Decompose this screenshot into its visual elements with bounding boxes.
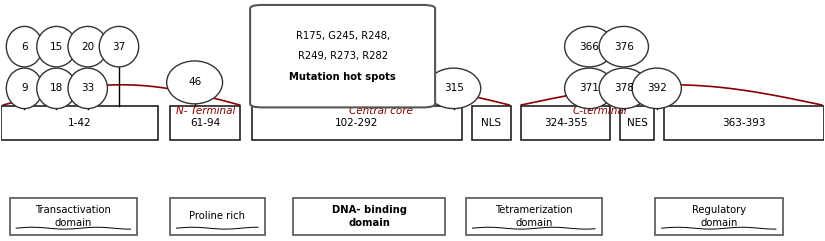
Text: 378: 378 [614,83,634,93]
Ellipse shape [68,27,107,67]
Text: 61-94: 61-94 [190,118,220,128]
Text: R249, R273, R282: R249, R273, R282 [298,51,388,61]
FancyBboxPatch shape [521,106,610,140]
FancyBboxPatch shape [252,106,462,140]
Text: N- Terminal: N- Terminal [176,106,235,116]
Ellipse shape [37,27,76,67]
Ellipse shape [599,68,648,109]
FancyBboxPatch shape [664,106,823,140]
Text: 315: 315 [444,83,464,93]
FancyBboxPatch shape [250,5,435,107]
Text: NES: NES [626,118,648,128]
Text: 366: 366 [579,42,599,52]
Ellipse shape [599,27,648,67]
Text: 15: 15 [50,42,63,52]
Ellipse shape [68,68,107,109]
Text: 46: 46 [188,77,201,87]
FancyBboxPatch shape [655,198,782,235]
Ellipse shape [564,68,614,109]
Ellipse shape [7,68,43,109]
Text: Mutation hot spots: Mutation hot spots [290,72,396,81]
Text: 324-355: 324-355 [544,118,587,128]
Ellipse shape [99,27,139,67]
FancyBboxPatch shape [472,106,512,140]
Text: 33: 33 [81,83,94,93]
Text: 1-42: 1-42 [68,118,92,128]
Ellipse shape [7,27,43,67]
Text: NLS: NLS [481,118,502,128]
Text: Tetramerization
domain: Tetramerization domain [495,205,573,228]
Ellipse shape [167,61,223,104]
Text: 37: 37 [112,42,125,52]
FancyBboxPatch shape [10,198,137,235]
Text: C-terminal: C-terminal [573,106,627,116]
Text: Regulatory
domain: Regulatory domain [691,205,746,228]
Ellipse shape [427,68,481,109]
FancyBboxPatch shape [620,106,654,140]
Ellipse shape [632,68,681,109]
Text: 392: 392 [647,83,667,93]
FancyBboxPatch shape [170,106,240,140]
Text: 20: 20 [81,42,94,52]
Text: 102-292: 102-292 [335,118,379,128]
FancyBboxPatch shape [2,106,158,140]
Text: Central core: Central core [349,106,413,116]
Text: 371: 371 [579,83,599,93]
Text: 376: 376 [614,42,634,52]
Text: DNA- binding
domain: DNA- binding domain [332,205,407,228]
Text: Transactivation
domain: Transactivation domain [35,205,111,228]
FancyBboxPatch shape [466,198,601,235]
FancyBboxPatch shape [170,198,265,235]
Text: 9: 9 [21,83,28,93]
Text: 18: 18 [50,83,63,93]
FancyBboxPatch shape [293,198,446,235]
Ellipse shape [37,68,76,109]
Text: R175, G245, R248,: R175, G245, R248, [295,31,389,41]
Text: 363-393: 363-393 [722,118,766,128]
Text: Proline rich: Proline rich [189,211,245,221]
Ellipse shape [564,27,614,67]
Text: 6: 6 [21,42,28,52]
